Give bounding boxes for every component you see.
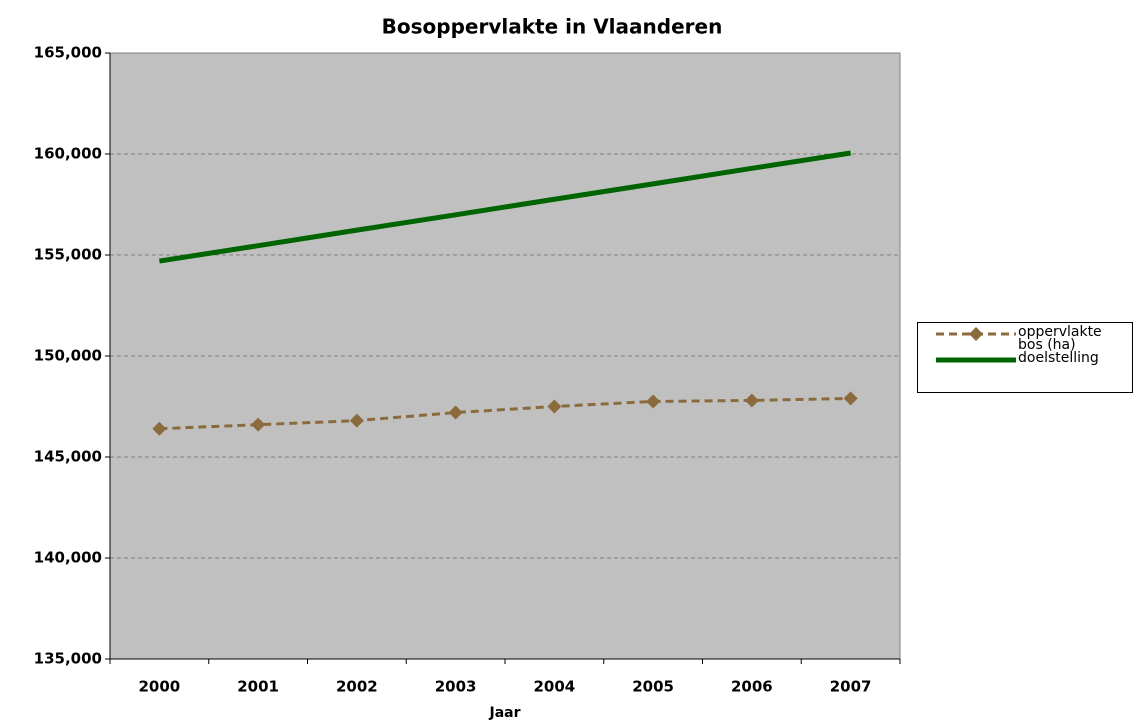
x-tick-label: 2007 (830, 678, 872, 696)
y-tick-label: 140,000 (34, 549, 102, 567)
x-tick-label: 2006 (731, 678, 773, 696)
y-tick-label: 160,000 (34, 145, 102, 163)
chart-title: Bosoppervlakte in Vlaanderen (382, 15, 723, 39)
marker (547, 399, 562, 414)
marker (646, 394, 661, 409)
marker (448, 405, 463, 420)
legend-label: doelstelling (1018, 350, 1099, 366)
marker (349, 413, 364, 428)
series-line (158, 150, 852, 264)
legend-entry: oppervlakte bos (ha) (918, 324, 1132, 353)
x-tick-label: 2003 (435, 678, 477, 696)
y-tick-label: 165,000 (34, 44, 102, 62)
y-tick-label: 145,000 (34, 448, 102, 466)
y-tick-label: 150,000 (34, 347, 102, 365)
y-tick-label: 135,000 (34, 650, 102, 668)
legend-entry: doelstelling (918, 350, 1132, 367)
x-tick-label: 2005 (632, 678, 674, 696)
marker (251, 417, 266, 432)
legend-marker (969, 327, 983, 341)
marker (152, 421, 167, 436)
legend-swatch (936, 327, 1016, 341)
x-axis-label: Jaar (488, 705, 520, 721)
marker (843, 391, 858, 406)
x-tick-label: 2001 (237, 678, 279, 696)
series-line (159, 396, 851, 431)
legend-swatch (936, 357, 1016, 363)
legend: oppervlakte bos (ha) doelstelling (917, 322, 1133, 393)
marker (744, 393, 759, 408)
legend-label: oppervlakte bos (ha) (1018, 324, 1102, 353)
y-tick-label: 155,000 (34, 246, 102, 264)
x-tick-label: 2004 (534, 678, 576, 696)
x-tick-label: 2000 (139, 678, 181, 696)
x-tick-label: 2002 (336, 678, 378, 696)
